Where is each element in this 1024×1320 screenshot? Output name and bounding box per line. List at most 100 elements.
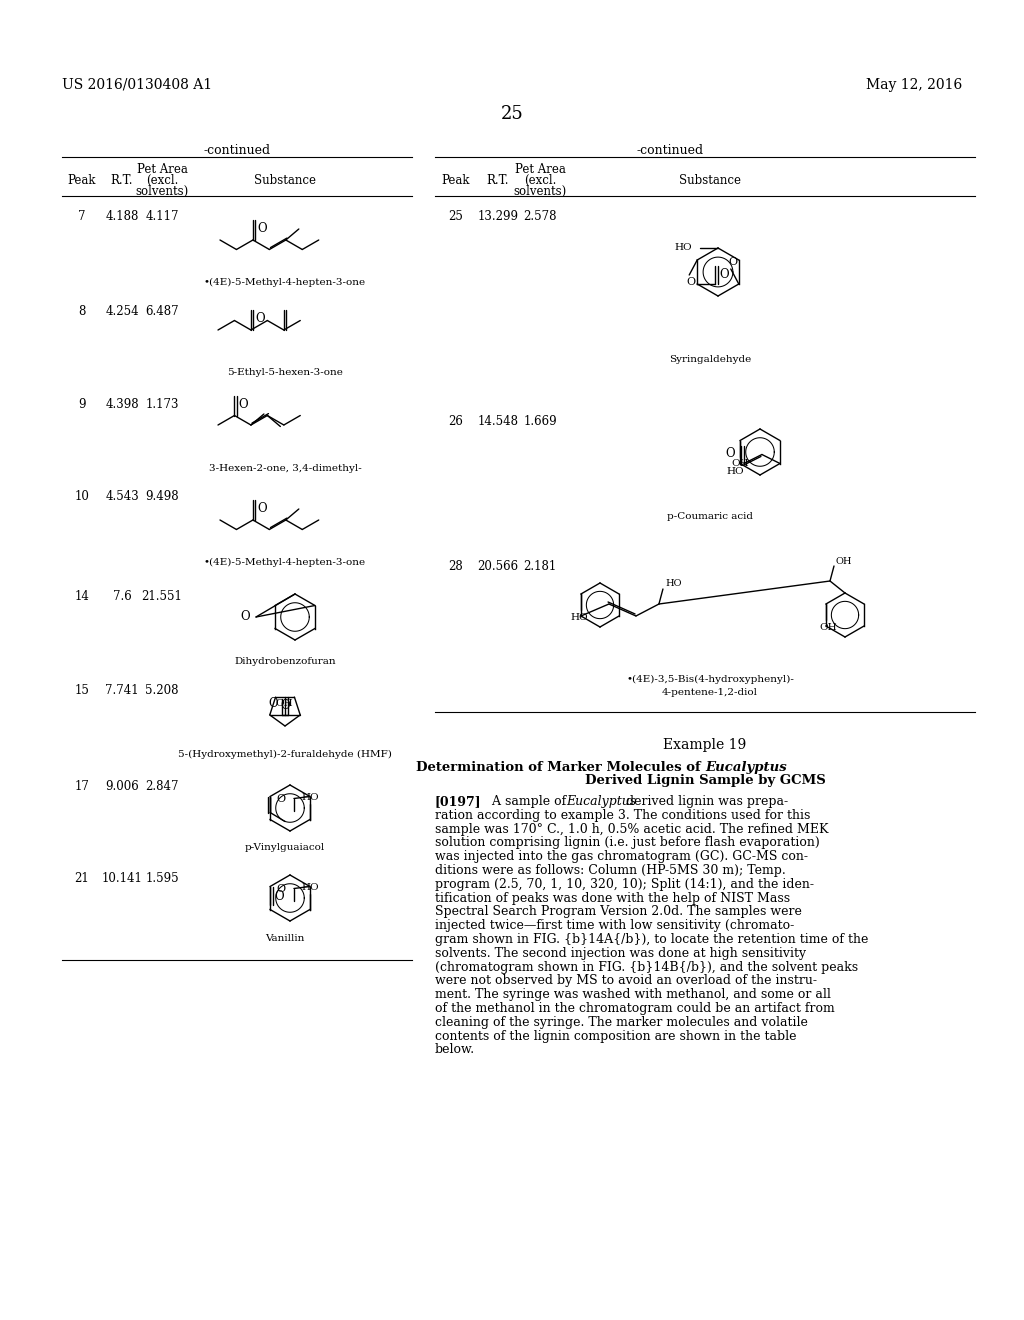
- Text: injected twice—first time with low sensitivity (chromato-: injected twice—first time with low sensi…: [435, 919, 795, 932]
- Text: 9.498: 9.498: [145, 490, 179, 503]
- Text: 1.173: 1.173: [145, 399, 179, 411]
- Text: May 12, 2016: May 12, 2016: [865, 78, 962, 92]
- Text: 2.578: 2.578: [523, 210, 557, 223]
- Text: Substance: Substance: [254, 174, 316, 187]
- Text: contents of the lignin composition are shown in the table: contents of the lignin composition are s…: [435, 1030, 797, 1043]
- Text: ration according to example 3. The conditions used for this: ration according to example 3. The condi…: [435, 809, 810, 822]
- Text: Eucalyptus: Eucalyptus: [705, 762, 786, 774]
- Text: O: O: [241, 610, 250, 623]
- Text: was injected into the gas chromatogram (GC). GC-MS con-: was injected into the gas chromatogram (…: [435, 850, 808, 863]
- Text: 9.006: 9.006: [105, 780, 139, 793]
- Text: below.: below.: [435, 1043, 475, 1056]
- Text: 14.548: 14.548: [477, 414, 518, 428]
- Text: 3-Hexen-2-one, 3,4-dimethyl-: 3-Hexen-2-one, 3,4-dimethyl-: [209, 465, 361, 473]
- Text: HO: HO: [675, 243, 692, 252]
- Text: 4.117: 4.117: [145, 210, 179, 223]
- Text: Pet Area: Pet Area: [515, 162, 565, 176]
- Text: Substance: Substance: [679, 174, 741, 187]
- Text: (excl.: (excl.: [524, 174, 556, 187]
- Text: 2.847: 2.847: [145, 780, 179, 793]
- Text: 9: 9: [78, 399, 86, 411]
- Text: OH: OH: [731, 459, 749, 469]
- Text: O: O: [268, 697, 278, 710]
- Text: 20.566: 20.566: [477, 560, 518, 573]
- Text: O: O: [239, 399, 248, 411]
- Text: Pet Area: Pet Area: [136, 162, 187, 176]
- Text: OH: OH: [275, 700, 293, 709]
- Text: O: O: [274, 890, 284, 903]
- Text: 17: 17: [75, 780, 89, 793]
- Text: program (2.5, 70, 1, 10, 320, 10); Split (14:1), and the iden-: program (2.5, 70, 1, 10, 320, 10); Split…: [435, 878, 814, 891]
- Text: (excl.: (excl.: [145, 174, 178, 187]
- Text: gram shown in FIG. {b}14A{/b}), to locate the retention time of the: gram shown in FIG. {b}14A{/b}), to locat…: [435, 933, 868, 946]
- Text: 10.141: 10.141: [101, 873, 142, 884]
- Text: solvents): solvents): [135, 185, 188, 198]
- Text: Syringaldehyde: Syringaldehyde: [669, 355, 752, 364]
- Text: HO: HO: [665, 579, 681, 589]
- Text: O: O: [725, 447, 735, 459]
- Text: Peak: Peak: [68, 174, 96, 187]
- Text: O: O: [276, 795, 286, 804]
- Text: 4.254: 4.254: [105, 305, 139, 318]
- Text: R.T.: R.T.: [111, 174, 133, 187]
- Text: ment. The syringe was washed with methanol, and some or all: ment. The syringe was washed with methan…: [435, 989, 830, 1001]
- Text: cleaning of the syringe. The marker molecules and volatile: cleaning of the syringe. The marker mole…: [435, 1016, 808, 1028]
- Text: 14: 14: [75, 590, 89, 603]
- Text: O: O: [257, 503, 266, 516]
- Text: HO: HO: [301, 883, 318, 892]
- Text: HO: HO: [570, 612, 588, 622]
- Text: 10: 10: [75, 490, 89, 503]
- Text: derived lignin was prepa-: derived lignin was prepa-: [622, 795, 788, 808]
- Text: Determination of Marker Molecules of: Determination of Marker Molecules of: [416, 762, 705, 774]
- Text: 2.181: 2.181: [523, 560, 557, 573]
- Text: of the methanol in the chromatogram could be an artifact from: of the methanol in the chromatogram coul…: [435, 1002, 835, 1015]
- Text: 25: 25: [449, 210, 464, 223]
- Text: O: O: [257, 223, 266, 235]
- Text: Peak: Peak: [441, 174, 470, 187]
- Text: 5.208: 5.208: [145, 684, 179, 697]
- Text: [0197]: [0197]: [435, 795, 481, 808]
- Text: 1.595: 1.595: [145, 873, 179, 884]
- Text: solution comprising lignin (i.e. just before flash evaporation): solution comprising lignin (i.e. just be…: [435, 837, 820, 849]
- Text: •(4E)-3,5-Bis(4-hydroxyphenyl)-: •(4E)-3,5-Bis(4-hydroxyphenyl)-: [626, 675, 794, 684]
- Text: HO: HO: [726, 467, 743, 477]
- Text: 4.543: 4.543: [105, 490, 139, 503]
- Text: Eucalyptus: Eucalyptus: [566, 795, 636, 808]
- Text: 5-(Hydroxymethyl)-2-furaldehyde (HMF): 5-(Hydroxymethyl)-2-furaldehyde (HMF): [178, 750, 392, 759]
- Text: •(4E)-5-Methyl-4-hepten-3-one: •(4E)-5-Methyl-4-hepten-3-one: [204, 279, 366, 288]
- Text: •(4E)-5-Methyl-4-hepten-3-one: •(4E)-5-Methyl-4-hepten-3-one: [204, 558, 366, 568]
- Text: Spectral Search Program Version 2.0d. The samples were: Spectral Search Program Version 2.0d. Th…: [435, 906, 802, 919]
- Text: solvents): solvents): [513, 185, 566, 198]
- Text: 15: 15: [75, 684, 89, 697]
- Text: US 2016/0130408 A1: US 2016/0130408 A1: [62, 78, 212, 92]
- Text: O: O: [728, 257, 737, 267]
- Text: 25: 25: [501, 106, 523, 123]
- Text: 21.551: 21.551: [141, 590, 182, 603]
- Text: 4.188: 4.188: [105, 210, 138, 223]
- Text: O: O: [255, 313, 265, 326]
- Text: Dihydrobenzofuran: Dihydrobenzofuran: [234, 657, 336, 667]
- Text: solvents. The second injection was done at high sensitivity: solvents. The second injection was done …: [435, 946, 806, 960]
- Text: were not observed by MS to avoid an overload of the instru-: were not observed by MS to avoid an over…: [435, 974, 817, 987]
- Text: R.T.: R.T.: [486, 174, 509, 187]
- Text: -continued: -continued: [637, 144, 703, 157]
- Text: 8: 8: [78, 305, 86, 318]
- Text: -continued: -continued: [204, 144, 270, 157]
- Text: A sample of: A sample of: [476, 795, 570, 808]
- Text: 7: 7: [78, 210, 86, 223]
- Text: O: O: [720, 268, 729, 281]
- Text: 4.398: 4.398: [105, 399, 139, 411]
- Text: O: O: [281, 698, 290, 711]
- Text: ditions were as follows: Column (HP-5MS 30 m); Temp.: ditions were as follows: Column (HP-5MS …: [435, 865, 785, 876]
- Text: OH: OH: [836, 557, 853, 565]
- Text: sample was 170° C., 1.0 h, 0.5% acetic acid. The refined MEK: sample was 170° C., 1.0 h, 0.5% acetic a…: [435, 822, 828, 836]
- Text: 7.741: 7.741: [105, 684, 139, 697]
- Text: 28: 28: [449, 560, 464, 573]
- Text: OH: OH: [819, 623, 837, 631]
- Text: 13.299: 13.299: [477, 210, 518, 223]
- Text: p-Coumaric acid: p-Coumaric acid: [667, 512, 753, 521]
- Text: 4-pentene-1,2-diol: 4-pentene-1,2-diol: [662, 688, 758, 697]
- Text: tification of peaks was done with the help of NIST Mass: tification of peaks was done with the he…: [435, 891, 791, 904]
- Text: p-Vinylguaiacol: p-Vinylguaiacol: [245, 843, 326, 851]
- Text: 7.6: 7.6: [113, 590, 131, 603]
